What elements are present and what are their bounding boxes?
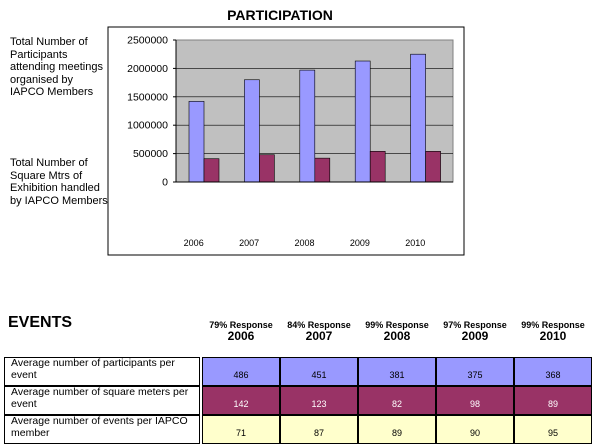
table-cell: 451 bbox=[280, 357, 358, 386]
column-year: 2007 bbox=[305, 329, 333, 343]
table-cell: 486 bbox=[202, 357, 280, 386]
bar-exhibition-2006 bbox=[203, 158, 220, 183]
column-header-2006: 79% Response 2006 bbox=[203, 320, 279, 343]
legend-participants: Total Number of Participants attending m… bbox=[10, 36, 103, 98]
y-tick-label: 2000000 bbox=[127, 63, 168, 75]
table-cell: 381 bbox=[358, 357, 436, 386]
table-cell: 98 bbox=[436, 386, 514, 415]
column-year: 2006 bbox=[227, 329, 255, 343]
x-tick-label: 2010 bbox=[405, 238, 425, 248]
bar-exhibition-2008 bbox=[314, 157, 331, 183]
column-year: 2008 bbox=[383, 329, 411, 343]
bar-exhibition-2007 bbox=[259, 154, 275, 183]
y-tick-label: 0 bbox=[162, 177, 168, 189]
column-year: 2009 bbox=[461, 329, 489, 343]
row-label: Average number of participants per event bbox=[4, 357, 200, 386]
bar-participants-2008 bbox=[299, 69, 316, 183]
participation-chart: 0 500000 1000000 1500000 2000000 2500000 2006… bbox=[107, 26, 465, 256]
bar-participants-2009 bbox=[354, 60, 371, 183]
x-tick-label: 2007 bbox=[239, 238, 259, 248]
table-cell: 368 bbox=[514, 357, 592, 386]
table-cell: 375 bbox=[436, 357, 514, 386]
table-cell: 82 bbox=[358, 386, 436, 415]
response-rate: 99% Response bbox=[521, 320, 585, 330]
table-cell: 142 bbox=[202, 386, 280, 415]
response-rate: 79% Response bbox=[209, 320, 273, 330]
y-tick-label: 500000 bbox=[133, 148, 168, 160]
table-cell: 90 bbox=[436, 415, 514, 444]
y-tick-label: 1000000 bbox=[127, 120, 168, 132]
table-cell: 89 bbox=[514, 386, 592, 415]
table-cell: 123 bbox=[280, 386, 358, 415]
bar-participants-2007 bbox=[244, 79, 260, 183]
column-header-2008: 99% Response 2008 bbox=[359, 320, 435, 343]
response-rate: 97% Response bbox=[443, 320, 507, 330]
x-tick-label: 2009 bbox=[350, 238, 370, 248]
x-tick-label: 2008 bbox=[294, 238, 314, 248]
bar-participants-2010 bbox=[410, 53, 426, 183]
events-heading: EVENTS bbox=[8, 314, 73, 331]
table-cell: 71 bbox=[202, 415, 280, 444]
chart-title: PARTICIPATION bbox=[227, 7, 333, 23]
bar-exhibition-2010 bbox=[425, 151, 441, 183]
column-header-2007: 84% Response 2007 bbox=[281, 320, 357, 343]
row-label: Average number of events per IAPCO membe… bbox=[4, 415, 200, 444]
table-cell: 89 bbox=[358, 415, 436, 444]
column-year: 2010 bbox=[539, 329, 567, 343]
bar-participants-2006 bbox=[188, 101, 205, 183]
row-label: Average number of square meters per even… bbox=[4, 386, 200, 415]
x-tick-label: 2006 bbox=[184, 238, 204, 248]
response-rate: 99% Response bbox=[365, 320, 429, 330]
y-tick-label: 2500000 bbox=[127, 35, 168, 47]
column-header-2010: 99% Response 2010 bbox=[515, 320, 591, 343]
table-cell: 95 bbox=[514, 415, 592, 444]
column-header-2009: 97% Response 2009 bbox=[437, 320, 513, 343]
response-rate: 84% Response bbox=[287, 320, 351, 330]
bar-exhibition-2009 bbox=[369, 151, 386, 183]
y-tick-label: 1500000 bbox=[127, 91, 168, 103]
table-cell: 87 bbox=[280, 415, 358, 444]
legend-exhibition: Total Number of Square Mtrs of Exhibitio… bbox=[10, 157, 108, 207]
